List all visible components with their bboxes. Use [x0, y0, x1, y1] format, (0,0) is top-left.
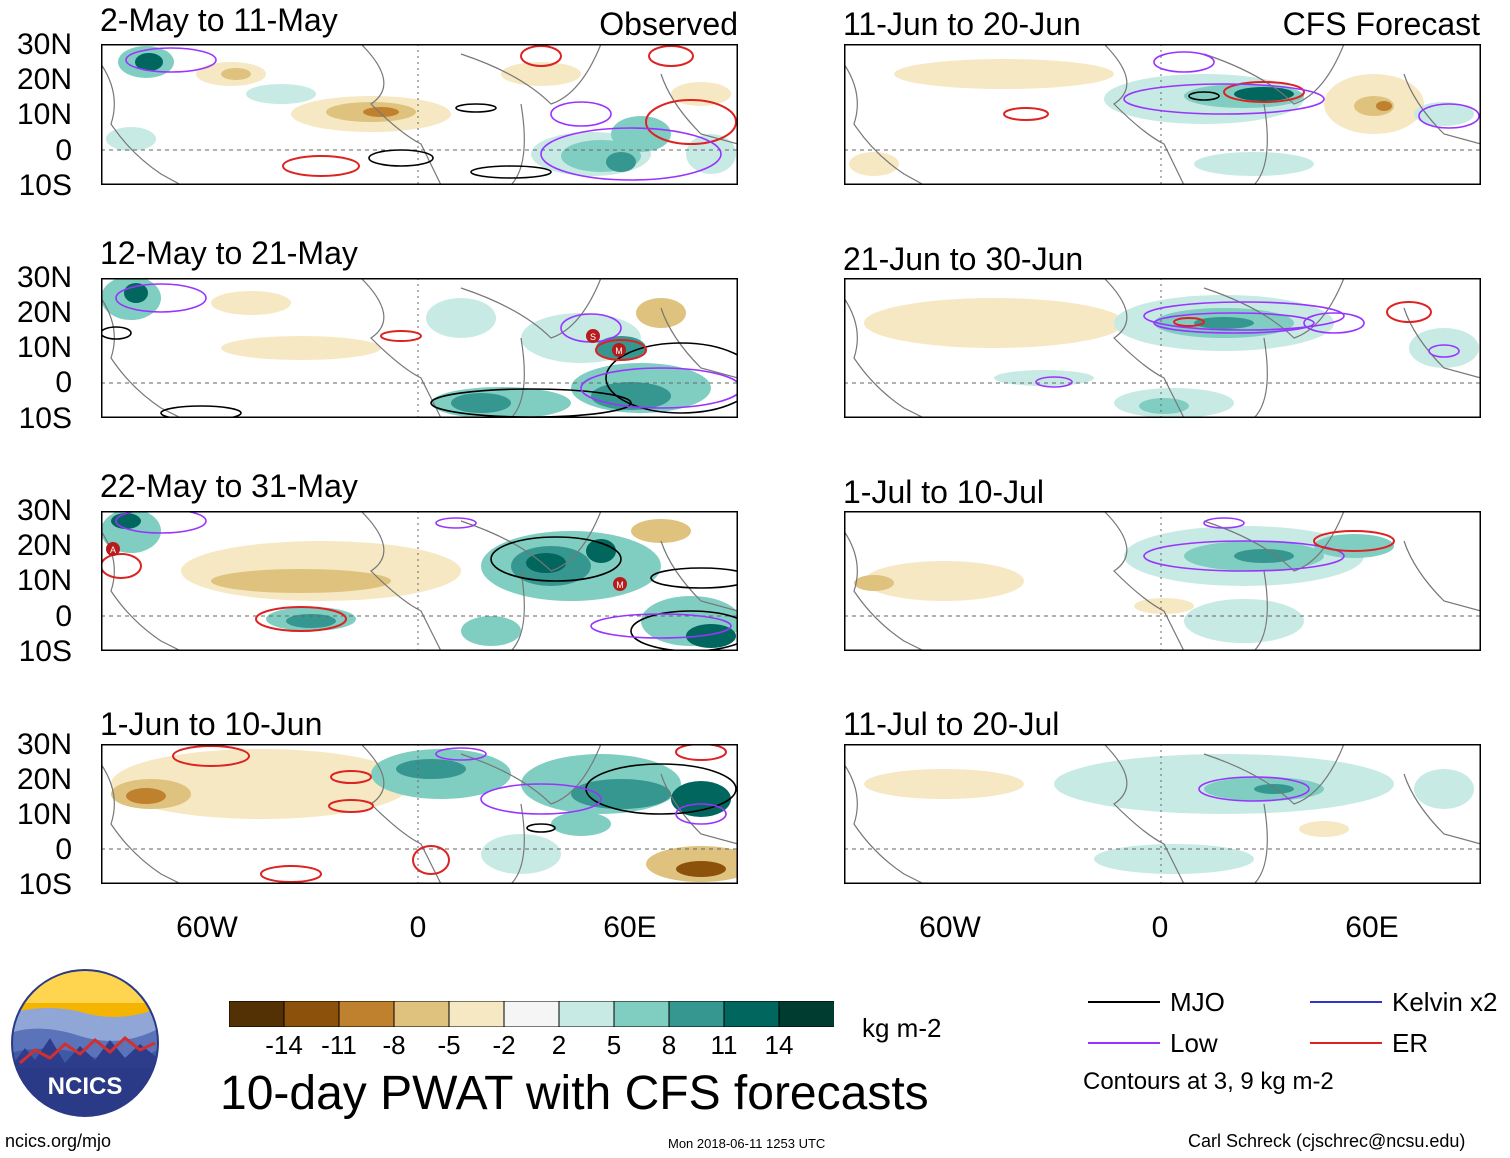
colorbar-tick-label: 14 — [764, 1030, 794, 1060]
map-forecast-3 — [844, 511, 1481, 651]
footer-credit: Carl Schreck (cjschrec@ncsu.edu) — [1188, 1131, 1466, 1151]
lat-label: 10N — [16, 798, 72, 831]
lat-label: 10S — [18, 402, 72, 435]
colorbar-swatch — [448, 1000, 505, 1028]
colorbar-swatch — [393, 1000, 450, 1028]
storm-marker — [612, 343, 626, 357]
lat-label: 30N — [16, 261, 72, 294]
panel-title-fc-1: 11-Jun to 20-Jun — [843, 6, 1081, 42]
lon-label-right-60e: 60E — [1345, 911, 1399, 944]
lat-label: 30N — [16, 494, 72, 527]
lat-label: 10N — [16, 331, 72, 364]
lon-label-right-0: 0 — [1151, 911, 1169, 944]
legend-line-kelvin — [1310, 1001, 1382, 1003]
map-forecast-2 — [844, 278, 1481, 418]
legend-label-kelvin: Kelvin x2 — [1392, 987, 1498, 1017]
panel-title-fc-3: 1-Jul to 10-Jul — [843, 474, 1044, 510]
legend-label-er: ER — [1392, 1028, 1429, 1058]
map-forecast-1 — [844, 44, 1481, 185]
main-title: 10-day PWAT with CFS forecasts — [220, 1067, 929, 1120]
lon-label-left-60e: 60E — [603, 911, 657, 944]
panel-title-obs-4: 1-Jun to 10-Jun — [100, 706, 323, 742]
lat-label: 0 — [55, 600, 72, 633]
colorbar-tick-label: -5 — [437, 1030, 461, 1060]
storm-marker-label: M — [615, 346, 623, 356]
panel-title-obs-1: 2-May to 11-May — [100, 2, 338, 38]
lat-label: 10N — [16, 98, 72, 131]
legend-note: Contours at 3, 9 kg m-2 — [1083, 1068, 1334, 1095]
lat-label: 20N — [16, 529, 72, 562]
lat-label: 10S — [18, 169, 72, 202]
colorbar-swatch — [228, 1000, 285, 1028]
lon-label-left-60w: 60W — [176, 911, 238, 944]
panel-title-obs-3: 22-May to 31-May — [100, 468, 358, 504]
footer-timestamp: Mon 2018-06-11 1253 UTC — [668, 1136, 826, 1151]
legend-label-mjo: MJO — [1170, 987, 1225, 1017]
colorbar-tick-label: 11 — [710, 1030, 738, 1060]
colorbar-swatch — [778, 1000, 835, 1028]
colorbar-swatch — [503, 1000, 560, 1028]
lat-label: 20N — [16, 296, 72, 329]
legend-line-low — [1088, 1042, 1160, 1044]
lat-label: 30N — [16, 728, 72, 761]
colorbar-swatch — [558, 1000, 615, 1028]
lon-label-left-0: 0 — [409, 911, 427, 944]
lat-label: 20N — [16, 763, 72, 796]
footer-url[interactable]: ncics.org/mjo — [5, 1131, 112, 1151]
colorbar-tick-label: -2 — [492, 1030, 516, 1060]
panel-title-fc-4: 11-Jul to 20-Jul — [843, 706, 1060, 742]
forecast-label: CFS Forecast — [1282, 6, 1480, 42]
observed-label: Observed — [599, 6, 738, 42]
map-observed-1 — [101, 44, 738, 185]
panel-title-fc-2: 21-Jun to 30-Jun — [843, 241, 1084, 277]
colorbar-tick-label: -14 — [265, 1030, 303, 1060]
map-observed-4 — [101, 744, 738, 884]
lat-label: 0 — [55, 366, 72, 399]
lat-label: 0 — [55, 134, 72, 167]
lat-label: 30N — [16, 28, 72, 61]
colorbar-swatch — [283, 1000, 340, 1028]
colorbar-tick-label: 2 — [551, 1030, 567, 1060]
lat-label: 20N — [16, 63, 72, 96]
logo-text: NCICS — [48, 1073, 123, 1100]
storm-marker-label: S — [590, 332, 596, 342]
colorbar-swatch — [668, 1000, 725, 1028]
legend-line-mjo — [1088, 1001, 1160, 1003]
storm-marker-label: M — [616, 580, 624, 590]
lat-label: 10S — [18, 868, 72, 901]
colorbar — [228, 1000, 835, 1028]
storm-marker — [613, 577, 627, 591]
colorbar-tick-label: 8 — [661, 1030, 677, 1060]
ncics-logo[interactable]: NCICS — [10, 968, 160, 1118]
lon-label-right-60w: 60W — [919, 911, 981, 944]
map-observed-2: S M — [101, 278, 738, 418]
map-forecast-4 — [844, 744, 1481, 884]
colorbar-tick-label: -8 — [382, 1030, 406, 1060]
lat-label: 10N — [16, 564, 72, 597]
colorbar-tick-label: 5 — [606, 1030, 622, 1060]
colorbar-swatch — [613, 1000, 670, 1028]
lat-label: 10S — [18, 635, 72, 668]
storm-marker — [586, 329, 600, 343]
map-observed-3: A M — [101, 511, 738, 651]
storm-marker-label: A — [110, 545, 116, 555]
colorbar-units: kg m-2 — [862, 1013, 942, 1043]
colorbar-swatch — [338, 1000, 395, 1028]
lat-label: 0 — [55, 833, 72, 866]
storm-marker — [106, 542, 120, 556]
legend-line-er — [1310, 1042, 1382, 1044]
colorbar-tick-label: -11 — [321, 1030, 357, 1060]
panel-title-obs-2: 12-May to 21-May — [100, 235, 358, 271]
legend-label-low: Low — [1170, 1028, 1218, 1058]
colorbar-swatch — [723, 1000, 780, 1028]
